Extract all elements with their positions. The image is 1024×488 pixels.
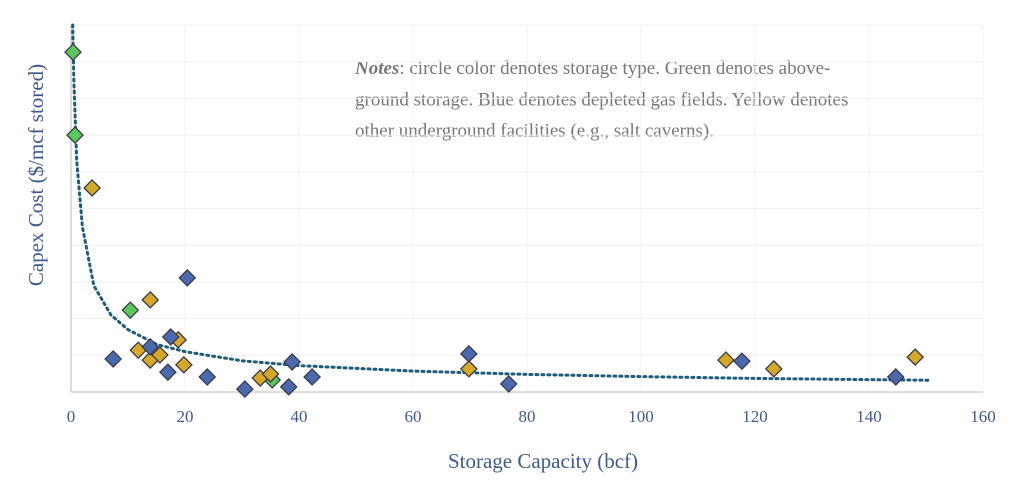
note-text: ground storage. Blue denotes depleted ga…: [355, 89, 848, 110]
note-text: : circle color denotes storage type. Gre…: [399, 58, 830, 79]
data-point: [283, 352, 302, 371]
data-point: [459, 344, 478, 363]
data-point: [121, 301, 140, 320]
data-point: [235, 380, 254, 398]
data-point: [158, 363, 177, 382]
x-tick-label: 100: [628, 407, 654, 426]
data-point: [64, 43, 82, 62]
data-point: [151, 346, 169, 364]
note-line: Notes: circle color denotes storage type…: [354, 58, 830, 79]
data-point: [906, 348, 925, 367]
data-point: [303, 368, 322, 386]
data-point: [178, 268, 197, 287]
x-tick-label: 40: [291, 407, 308, 426]
x-tick-label: 160: [970, 407, 996, 426]
x-axis-title: Storage Capacity (bcf): [448, 449, 638, 473]
x-tick-label: 20: [177, 407, 194, 426]
data-point: [261, 365, 280, 383]
data-point: [499, 375, 518, 393]
data-point: [459, 359, 478, 378]
data-point: [83, 179, 102, 197]
note-label: Notes: [354, 58, 399, 79]
data-point: [732, 352, 751, 371]
data-point: [198, 368, 217, 386]
note-text: other underground facilities (e.g., salt…: [355, 120, 714, 141]
data-point: [104, 350, 123, 368]
data-point: [279, 377, 298, 396]
data-point: [886, 368, 905, 386]
data-point: [764, 359, 783, 378]
x-tick-label: 140: [856, 407, 882, 426]
data-point: [141, 290, 160, 309]
x-tick-label: 0: [67, 407, 76, 426]
data-point: [717, 351, 735, 369]
trend-line: [71, 23, 934, 382]
data-point: [161, 328, 180, 346]
data-point: [66, 126, 84, 145]
x-tick-label: 120: [742, 407, 768, 426]
data-point: [141, 337, 160, 356]
x-tick-label: 60: [405, 407, 422, 426]
x-tick-label: 80: [519, 407, 536, 426]
data-point: [174, 355, 193, 374]
y-axis-title: Capex Cost ($/mcf stored): [24, 64, 48, 286]
